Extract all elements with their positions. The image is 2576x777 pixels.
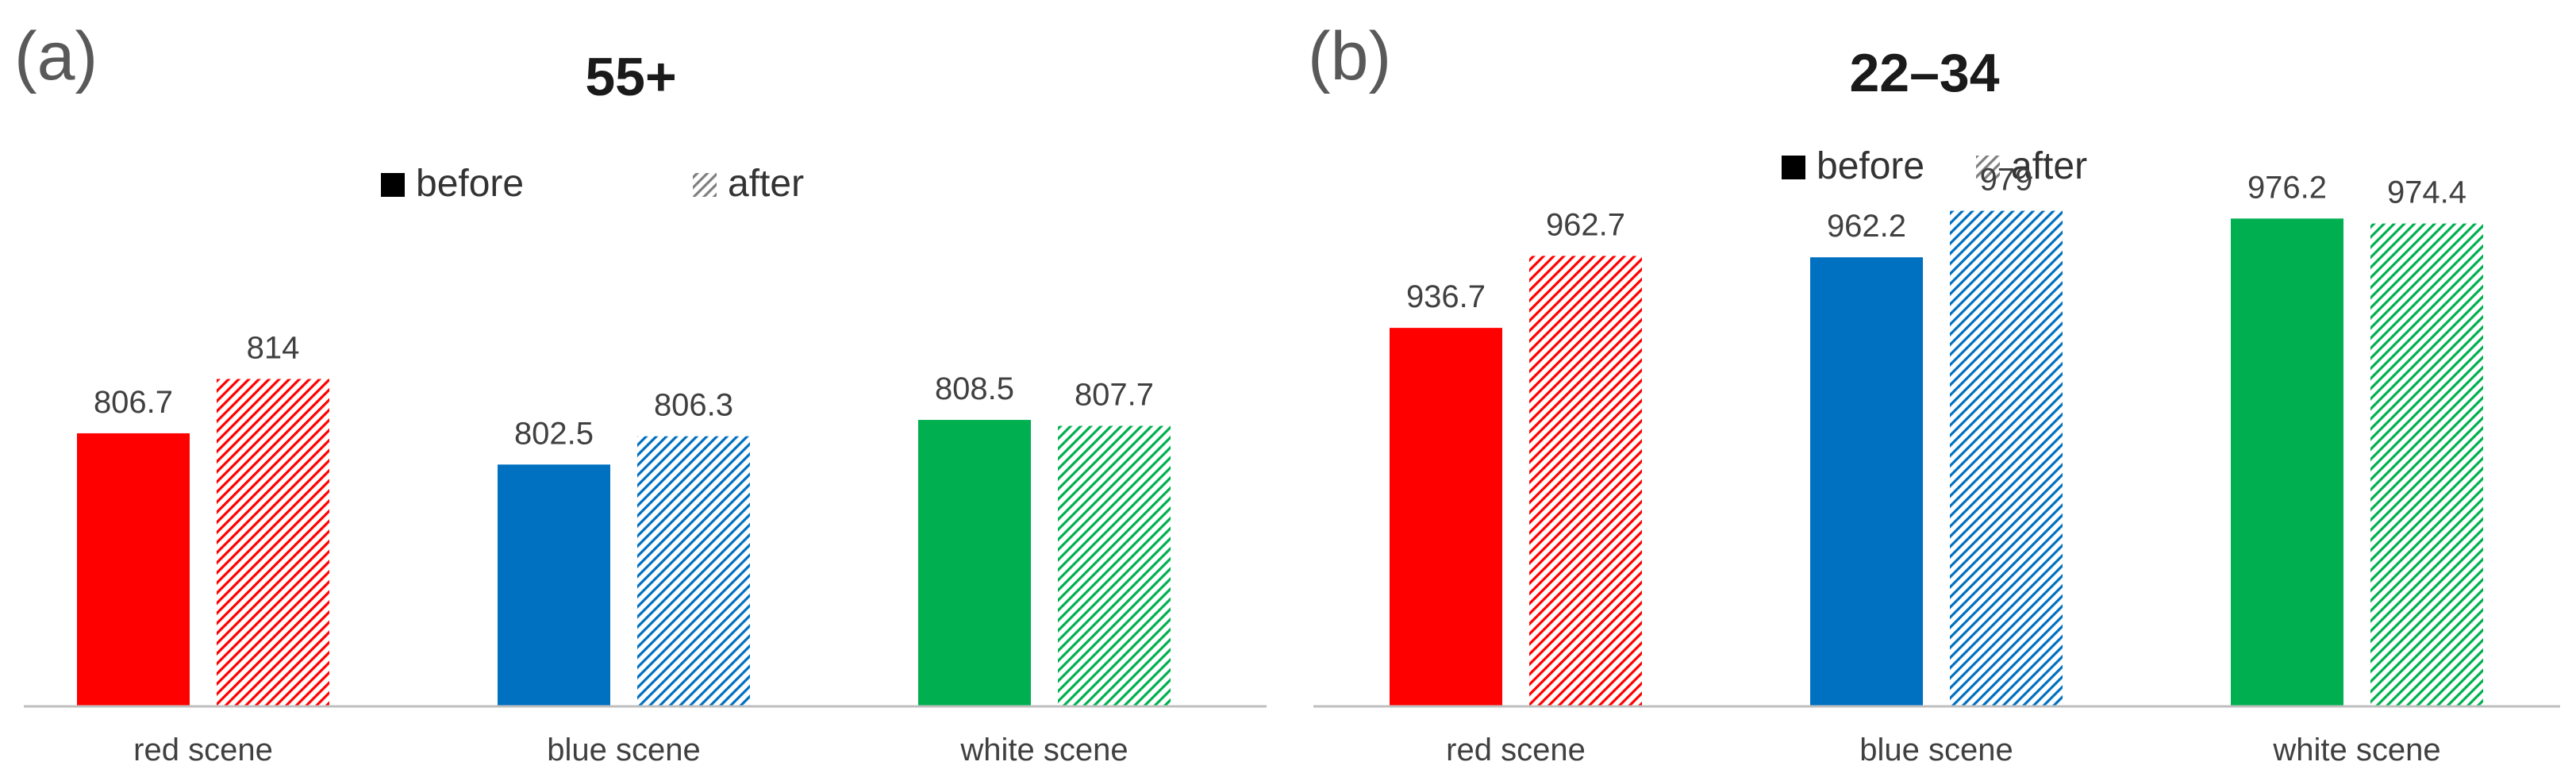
legend-a: before after (381, 163, 804, 205)
bar-blue-scene-before-b (1810, 257, 1923, 706)
bars-a: 806.7 814 802.5 806.3 808.5 807.7 (77, 331, 1171, 706)
bar-white-scene-before-a (918, 420, 1031, 706)
tick-label-white-scene-a: white scene (959, 733, 1128, 767)
legend-swatch-before-b (1782, 156, 1805, 179)
bar-red-scene-after-b (1529, 256, 1642, 706)
bar-white-scene-after-a (1058, 425, 1171, 706)
panel-label-b: (b) (1308, 18, 1391, 94)
data-label-white-scene-after-a: 807.7 (1075, 378, 1154, 413)
tick-label-white-scene-b: white scene (2272, 733, 2440, 767)
bar-blue-scene-after-b (1950, 210, 2063, 706)
data-label-blue-scene-after-b: 979 (1980, 163, 2033, 198)
tick-label-red-scene-a: red scene (133, 733, 273, 767)
tick-label-red-scene-b: red scene (1446, 733, 1586, 767)
legend-label-before-b: before (1817, 145, 1924, 187)
legend-swatch-after-a (693, 173, 717, 197)
data-label-blue-scene-before-a: 802.5 (514, 416, 594, 451)
data-label-white-scene-before-b: 976.2 (2247, 170, 2327, 205)
data-label-red-scene-before-b: 936.7 (1406, 279, 1486, 314)
data-label-red-scene-before-a: 806.7 (94, 385, 173, 420)
legend-swatch-before-a (381, 173, 405, 197)
bar-red-scene-before-b (1390, 328, 1502, 706)
legend-label-before-a: before (416, 163, 524, 205)
bar-blue-scene-before-a (498, 464, 610, 706)
tick-label-blue-scene-a: blue scene (547, 733, 700, 767)
data-label-blue-scene-before-b: 962.2 (1827, 209, 1906, 244)
data-label-white-scene-after-b: 974.4 (2387, 175, 2466, 210)
legend-swatch-after-b (1976, 156, 2000, 179)
legend-label-after-a: after (728, 163, 804, 205)
legend-label-after-b: after (2011, 145, 2087, 187)
bar-red-scene-before-a (77, 433, 190, 706)
chart-title-a: 55+ (585, 47, 676, 107)
bars-b: 936.7 962.7 962.2 979 976.2 974.4 (1390, 163, 2483, 706)
x-ticks-b: red scene blue scene white scene (1446, 733, 2440, 767)
tick-label-blue-scene-b: blue scene (1859, 733, 2013, 767)
data-label-white-scene-before-a: 808.5 (935, 371, 1014, 406)
data-label-red-scene-after-a: 814 (247, 331, 300, 366)
bar-white-scene-before-b (2231, 218, 2343, 706)
legend-b: before after (1782, 145, 2087, 187)
panel-label-a: (a) (14, 18, 98, 94)
data-label-red-scene-after-b: 962.7 (1546, 207, 1625, 242)
bar-blue-scene-after-a (637, 436, 750, 706)
bar-red-scene-after-a (217, 379, 329, 706)
panel-b: (b) 22–34 before after 936.7 962.7 962.2 97… (1308, 18, 2560, 767)
x-ticks-a: red scene blue scene white scene (133, 733, 1128, 767)
bar-white-scene-after-b (2370, 223, 2483, 706)
data-label-blue-scene-after-a: 806.3 (654, 388, 733, 423)
chart-title-b: 22–34 (1849, 43, 1999, 103)
